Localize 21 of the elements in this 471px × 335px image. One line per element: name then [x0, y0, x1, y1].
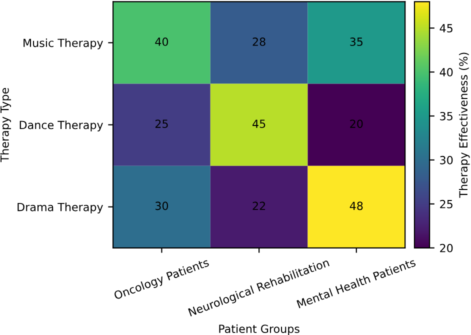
- x-axis-title: Patient Groups: [219, 324, 300, 335]
- data-label: 25: [155, 120, 168, 128]
- color-bar-label: 30: [440, 156, 453, 164]
- y-axis-title: Therapy Type: [0, 88, 11, 162]
- y-tick-label: Dance Therapy: [20, 120, 103, 132]
- color-bar-title: Therapy Effectiveness (%): [458, 52, 470, 198]
- data-label: 28: [252, 38, 266, 46]
- color-bar-label: 25: [440, 200, 452, 208]
- color-bar-label: 45: [440, 24, 452, 32]
- color-bar-label: 35: [440, 112, 452, 120]
- data-label: 48: [350, 202, 363, 210]
- color-bar-label: 40: [440, 68, 453, 76]
- data-label: 20: [350, 120, 363, 128]
- y-tick-label: Drama Therapy: [18, 202, 103, 214]
- color-bar-label: 20: [440, 244, 453, 252]
- data-label: 22: [252, 202, 266, 210]
- data-label: 40: [155, 38, 168, 46]
- data-label: 30: [155, 202, 168, 210]
- data-label: 45: [252, 120, 266, 128]
- y-tick-label: Music Therapy: [24, 38, 103, 50]
- data-label: 35: [350, 38, 362, 46]
